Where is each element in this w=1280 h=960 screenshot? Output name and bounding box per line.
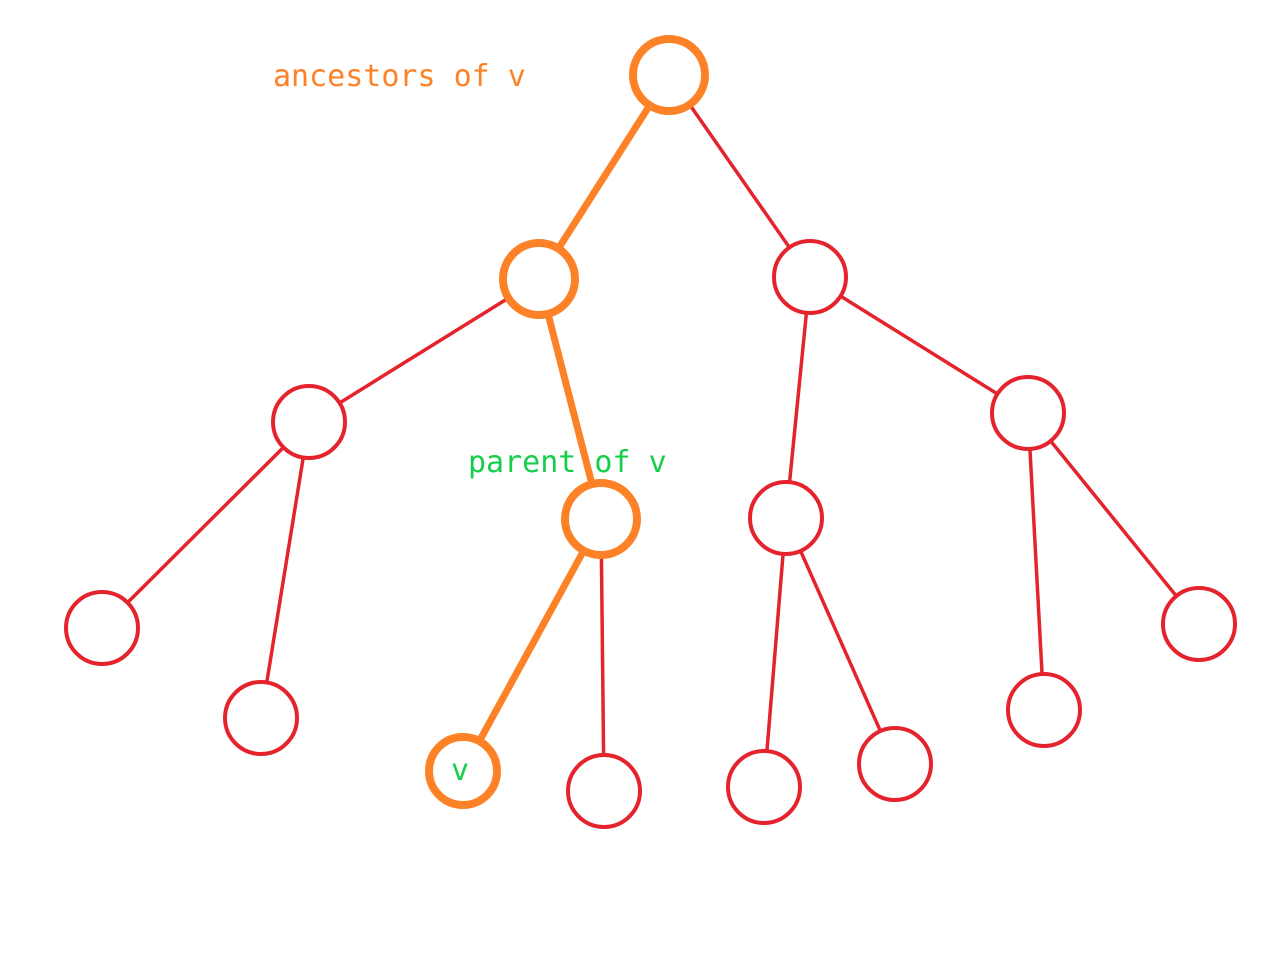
node-root bbox=[629, 35, 709, 115]
node-right-left-child bbox=[748, 480, 824, 556]
node-right-right-child bbox=[990, 375, 1066, 451]
node-leaf-6 bbox=[857, 726, 933, 802]
parent-label: parent of v bbox=[468, 445, 667, 480]
ancestors-label: ancestors of v bbox=[273, 59, 526, 94]
edge-right-right-child-to-leaf-8 bbox=[1026, 411, 1201, 626]
edge-ancestor-2-left-child-to-leaf-2 bbox=[259, 420, 311, 720]
node-ancestor-2 bbox=[499, 239, 579, 319]
edge-right-left-child-to-leaf-5 bbox=[762, 516, 788, 789]
edge-ancestor-2-left-child-to-leaf-1 bbox=[100, 420, 311, 630]
edge-right-left-child-to-leaf-6 bbox=[784, 516, 897, 766]
node-root-right-child bbox=[772, 239, 848, 315]
node-leaf-1 bbox=[64, 590, 140, 666]
nodes-layer bbox=[64, 35, 1237, 829]
node-leaf-8 bbox=[1161, 586, 1237, 662]
node-parent bbox=[561, 479, 641, 559]
node-leaf-2 bbox=[223, 680, 299, 756]
edge-root-to-ancestor-2 bbox=[535, 71, 673, 283]
edge-right-right-child-to-leaf-7 bbox=[1026, 411, 1046, 712]
node-ancestor-2-left-child bbox=[271, 384, 347, 460]
node-leaf-5 bbox=[726, 749, 802, 825]
edge-parent-to-leaf-4 bbox=[599, 517, 606, 793]
edge-root-to-root-right-child bbox=[667, 73, 812, 279]
node-v bbox=[425, 733, 501, 809]
edge-root-right-child-to-right-right-child bbox=[808, 275, 1030, 415]
node-v-label: v bbox=[451, 753, 469, 788]
edge-parent-to-v bbox=[459, 515, 605, 775]
edge-root-right-child-to-right-left-child bbox=[784, 275, 812, 520]
edges-layer bbox=[100, 71, 1201, 793]
node-leaf-7 bbox=[1006, 672, 1082, 748]
node-leaf-4 bbox=[566, 753, 642, 829]
edge-ancestor-2-to-parent bbox=[535, 275, 605, 523]
edge-ancestor-2-to-ancestor-2-left-child bbox=[307, 277, 541, 424]
